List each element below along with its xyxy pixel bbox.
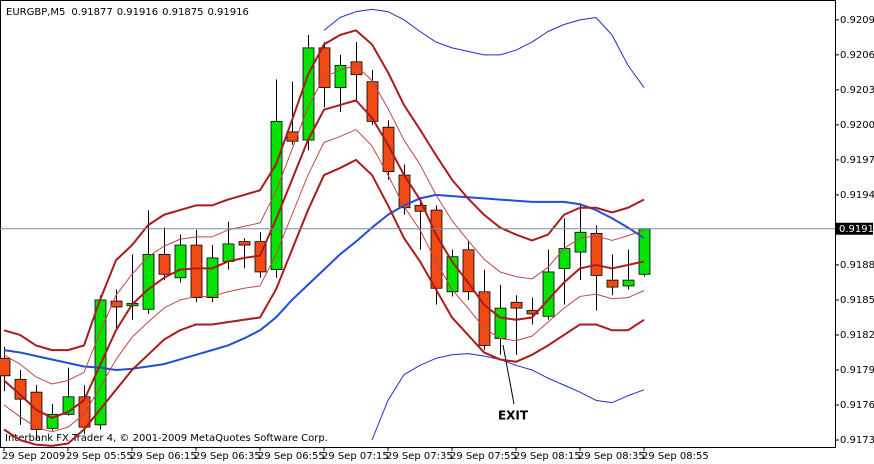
candle-body bbox=[558, 248, 571, 269]
candle-body bbox=[494, 307, 507, 339]
candle-body bbox=[430, 209, 443, 289]
candle-body bbox=[62, 396, 75, 415]
candle-body bbox=[382, 126, 395, 172]
current-price-box bbox=[836, 222, 873, 235]
indicator-line bbox=[3, 29, 645, 352]
chart-header: EURGBP,M5 0.91877 0.91916 0.91875 0.91916 bbox=[6, 7, 249, 18]
y-tick-label: 0.92035 bbox=[840, 85, 874, 96]
indicator-line bbox=[3, 64, 645, 385]
y-tick-label: 0.91825 bbox=[840, 330, 874, 341]
y-tick-label: 0.91765 bbox=[840, 400, 874, 411]
candle-body bbox=[414, 205, 427, 212]
x-tick-label: 29 Sep 06:55 bbox=[258, 451, 325, 462]
x-tick-label: 29 Sep 2009 bbox=[2, 451, 65, 462]
header-open: 0.91877 bbox=[71, 7, 112, 18]
y-tick-label: 0.92005 bbox=[840, 120, 874, 131]
y-tick-label: 0.91975 bbox=[840, 155, 874, 166]
footer: Interbank FX Trader 4, © 2001-2009 MetaQ… bbox=[5, 433, 328, 444]
candle-body bbox=[478, 291, 491, 346]
candle-body bbox=[574, 231, 587, 253]
x-tick-label: 29 Sep 08:55 bbox=[642, 451, 709, 462]
header-low: 0.91875 bbox=[162, 7, 203, 18]
candle-body bbox=[0, 357, 11, 377]
header-high: 0.91916 bbox=[117, 7, 158, 18]
indicator-line bbox=[3, 99, 645, 419]
candle-body bbox=[270, 120, 283, 271]
candle-body bbox=[46, 413, 59, 429]
candle-body bbox=[222, 243, 235, 262]
indicator-line bbox=[3, 158, 645, 447]
candle-body bbox=[350, 61, 363, 76]
x-tick-label: 29 Sep 05:55 bbox=[66, 451, 133, 462]
candle-body bbox=[110, 300, 123, 308]
candle-body bbox=[142, 254, 155, 310]
candle-body bbox=[462, 249, 475, 293]
y-tick-label: 0.91945 bbox=[840, 190, 874, 201]
candles bbox=[0, 35, 651, 440]
candle-body bbox=[238, 241, 251, 246]
y-tick-label: 0.91885 bbox=[840, 260, 874, 271]
candle-body bbox=[302, 47, 315, 141]
x-tick-label: 29 Sep 07:35 bbox=[386, 451, 453, 462]
y-tick-label: 0.91855 bbox=[840, 295, 874, 306]
candle-body bbox=[334, 64, 347, 88]
plot-frame bbox=[0, 0, 836, 448]
annotation-pointer bbox=[502, 344, 515, 405]
candle-body bbox=[206, 257, 219, 299]
y-tick-label: 0.91795 bbox=[840, 365, 874, 376]
candle-body bbox=[590, 233, 603, 276]
symbol: EURGBP,M5 bbox=[6, 7, 65, 18]
indicator-lines bbox=[3, 8, 645, 447]
y-tick-label: 0.92065 bbox=[840, 50, 874, 61]
candle-body bbox=[446, 256, 459, 293]
current-price-label: 0.91916 bbox=[839, 224, 874, 235]
y-tick-label: 0.92095 bbox=[840, 15, 874, 26]
annotation: EXIT bbox=[498, 409, 529, 423]
candle-body bbox=[174, 244, 187, 279]
x-tick-label: 29 Sep 06:15 bbox=[130, 451, 197, 462]
x-tick-label: 29 Sep 07:15 bbox=[322, 451, 389, 462]
candle-body bbox=[190, 244, 203, 299]
x-tick-label: 29 Sep 07:55 bbox=[450, 451, 517, 462]
candle-body bbox=[286, 131, 299, 142]
candle-body bbox=[622, 279, 635, 287]
candle-body bbox=[318, 47, 331, 88]
x-tick-label: 29 Sep 08:15 bbox=[514, 451, 581, 462]
header-close: 0.91916 bbox=[207, 7, 248, 18]
indicator-line bbox=[323, 8, 645, 88]
indicator-line bbox=[371, 353, 645, 441]
candle-body bbox=[158, 254, 171, 275]
candle-body bbox=[606, 279, 619, 288]
indicator-line bbox=[3, 129, 645, 433]
y-tick-label: 0.91735 bbox=[840, 435, 874, 446]
x-tick-label: 29 Sep 06:35 bbox=[194, 451, 261, 462]
x-tick-label: 29 Sep 08:35 bbox=[578, 451, 645, 462]
candle-body bbox=[510, 301, 523, 309]
candle-body bbox=[78, 396, 91, 428]
